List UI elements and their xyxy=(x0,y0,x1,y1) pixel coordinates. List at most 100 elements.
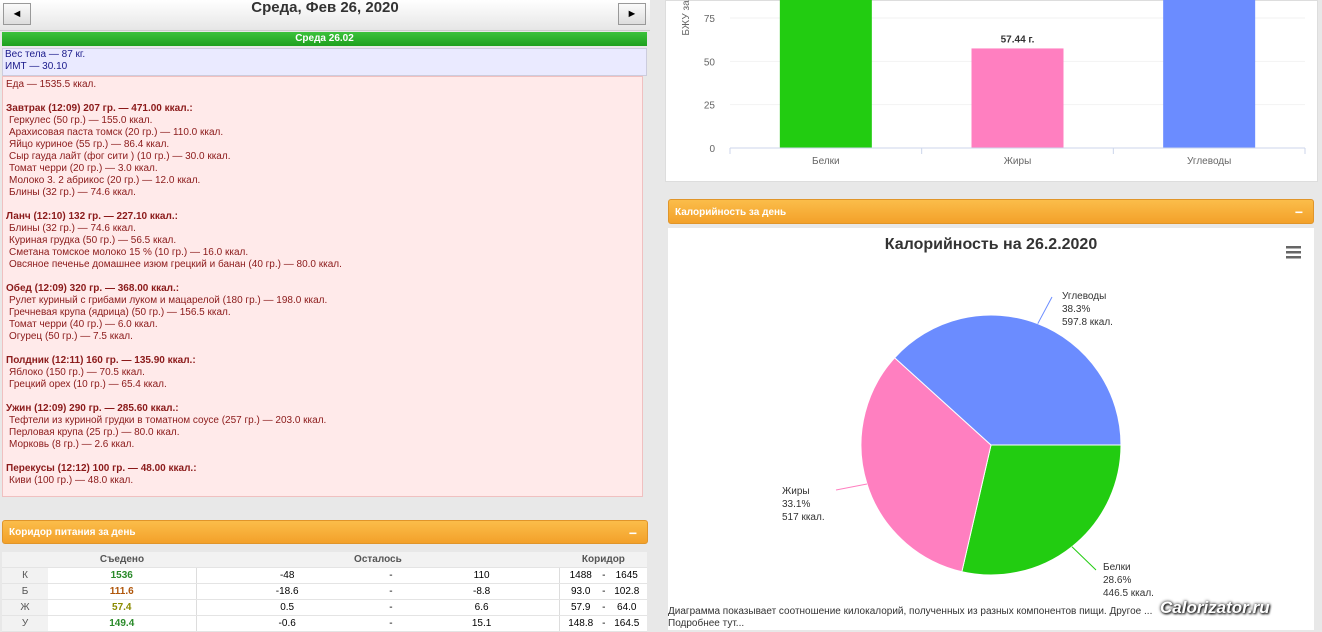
cell: 15.1 xyxy=(403,615,561,632)
next-button[interactable]: ► xyxy=(618,3,646,25)
calories-bar[interactable]: Калорийность за день − xyxy=(668,199,1314,224)
watermark: Calorizator.ru xyxy=(1160,598,1270,617)
meal-item: Морковь (8 гр.) — 2.6 ккал. xyxy=(9,439,135,450)
meal-item: Яблоко (150 гр.) — 70.5 ккал. xyxy=(9,367,145,378)
connector xyxy=(1037,296,1053,324)
cell: - xyxy=(377,599,404,616)
bar xyxy=(779,0,872,149)
table-row: Б 111.6 -18.6- -8.8 93.0-102.8 xyxy=(2,583,647,600)
spacer xyxy=(6,391,642,403)
table-row: У 149.4 -0.6-15.1 148.8-164.5 xyxy=(2,615,647,632)
meal-title: Ужин (12:09) 290 гр. — 285.60 ккал.: xyxy=(6,403,179,414)
table-row: К 1536 -48-110 1488-1645 xyxy=(2,567,647,584)
meal-item: Блины (32 гр.) — 74.6 ккал. xyxy=(9,223,136,234)
meal-item: Яйцо куриное (55 гр.) — 86.4 ккал. xyxy=(9,139,170,150)
pie-label: 33.1% xyxy=(782,499,810,510)
food-log: Еда — 1535.5 ккал. Завтрак (12:09) 207 г… xyxy=(2,76,643,497)
spacer xyxy=(6,91,642,103)
cell: У xyxy=(2,615,48,632)
meal-title: Ланч (12:10) 132 гр. — 227.10 ккал.: xyxy=(6,211,178,222)
pie-label: 446.5 ккал. xyxy=(1103,588,1154,599)
y-tick-label: 0 xyxy=(709,144,715,155)
cell: 57.9 xyxy=(559,599,602,616)
spacer xyxy=(6,343,642,355)
caption: Диаграмма показывает соотношение килокал… xyxy=(668,606,1153,617)
meal-item: Томат черри (40 гр.) — 6.0 ккал. xyxy=(9,319,158,330)
bju-chart: 0 25 50 75 БЖУ за Белки Жиры 57.44 г. Углеводы xyxy=(681,0,1306,167)
spacer xyxy=(6,199,642,211)
meal-title: Полдник (12:11) 160 гр. — 135.90 ккал.: xyxy=(6,355,196,366)
bmi: ИМТ — 30.10 xyxy=(5,61,68,72)
meal-item: Грецкий орех (10 гр.) — 65.4 ккал. xyxy=(9,379,167,390)
meal-item: Гречневая крупа (ядрица) (50 гр.) — 156.… xyxy=(9,307,231,318)
cell: - xyxy=(377,583,404,600)
spacer xyxy=(6,271,642,283)
pie-label: 28.6% xyxy=(1103,575,1131,586)
pie-slice xyxy=(893,314,1122,446)
cell: 64.0 xyxy=(606,599,647,616)
meal-item: Рулет куриный с грибами луком и мацарело… xyxy=(9,295,328,306)
header-row: Съедено Осталось Коридор xyxy=(2,552,647,568)
more-link[interactable]: Подробнее тут... xyxy=(668,618,745,629)
meal-item: Овсяное печенье домашнее изюм грецкий и … xyxy=(9,259,342,270)
cell: 102.8 xyxy=(606,583,647,600)
corridor-table: Съедено Осталось Коридор К 1536 -48-110 148… xyxy=(2,552,647,632)
cell: - xyxy=(601,567,607,584)
connector xyxy=(1071,546,1097,571)
corridor-title: Коридор питания за день xyxy=(9,527,136,538)
date-title: Среда, Фев 26, 2020 xyxy=(251,0,399,16)
connector xyxy=(835,483,868,491)
cell: 57.4 xyxy=(48,599,197,616)
meal-title: Завтрак (12:09) 207 гр. — 471.00 ккал.: xyxy=(6,103,193,114)
col-header: Осталось xyxy=(196,552,560,568)
cell: -18.6 xyxy=(196,583,378,600)
x-tick-label: Белки xyxy=(812,156,840,167)
spacer xyxy=(6,451,642,463)
caption-box: Диаграмма показывает соотношение килокал… xyxy=(668,606,1314,630)
meal-title: Обед (12:09) 320 гр. — 368.00 ккал.: xyxy=(6,283,180,294)
toggle[interactable]: − xyxy=(1294,204,1303,220)
bar xyxy=(971,48,1064,148)
pie-label: 38.3% xyxy=(1062,304,1090,315)
prev-button[interactable]: ◄ xyxy=(3,3,31,25)
cell: - xyxy=(601,583,607,600)
cell: -48 xyxy=(196,567,378,584)
header: ◄ Среда, Фев 26, 2020 ► xyxy=(0,0,650,31)
pie-label: 597.8 ккал. xyxy=(1062,317,1113,328)
cell: 110 xyxy=(403,567,561,584)
food-total: Еда — 1535.5 ккал. xyxy=(6,79,97,90)
cell: 0.5 xyxy=(196,599,378,616)
cell: 149.4 xyxy=(48,615,197,632)
table-row: Ж 57.4 0.5-6.6 57.9-64.0 xyxy=(2,599,647,616)
cell: 1645 xyxy=(606,567,647,584)
cell: 1536 xyxy=(48,567,197,584)
meal-item: Молоко 3. 2 абрикос (20 гр.) — 12.0 ккал… xyxy=(9,175,201,186)
pie-title: Калорийность на 26.2.2020 xyxy=(885,236,1098,253)
cell: -0.6 xyxy=(196,615,378,632)
cell: 111.6 xyxy=(48,583,197,600)
cell: 1488 xyxy=(559,567,602,584)
meal-item: Арахисовая паста томск (20 гр.) — 110.0 … xyxy=(9,127,224,138)
meal-item: Огурец (50 гр.) — 7.5 ккал. xyxy=(9,331,133,342)
meal-item: Геркулес (50 гр.) — 155.0 ккал. xyxy=(9,115,153,126)
meal-item: Сметана томское молоко 15 % (10 гр.) — 1… xyxy=(9,247,249,258)
col-header: Съедено xyxy=(48,552,196,568)
toggle[interactable]: − xyxy=(628,525,637,541)
meal-item: Блины (32 гр.) — 74.6 ккал. xyxy=(9,187,136,198)
cell: -8.8 xyxy=(403,583,561,600)
pie-slice xyxy=(961,444,1122,576)
pie-chart: Калорийность на 26.2.2020 Белки 28.6% 446.… xyxy=(668,228,1314,606)
calories-title: Калорийность за день xyxy=(675,207,787,218)
meal-item: Сыр гауда лайт (фог сити ) (10 гр.) — 30… xyxy=(9,151,231,162)
meal-item: Куриная грудка (50 гр.) — 56.5 ккал. xyxy=(9,235,177,246)
meal-item: Киви (100 гр.) — 48.0 ккал. xyxy=(9,475,134,486)
x-tick-label: Углеводы xyxy=(1187,156,1231,167)
corridor-bar[interactable]: Коридор питания за день − xyxy=(2,520,648,544)
cell: К xyxy=(2,567,48,584)
y-tick-label: 25 xyxy=(704,101,716,112)
cell: 6.6 xyxy=(403,599,561,616)
cell: Б xyxy=(2,583,48,600)
menu-icon[interactable] xyxy=(1286,246,1301,259)
day-bar: Среда 26.02 xyxy=(2,32,647,46)
